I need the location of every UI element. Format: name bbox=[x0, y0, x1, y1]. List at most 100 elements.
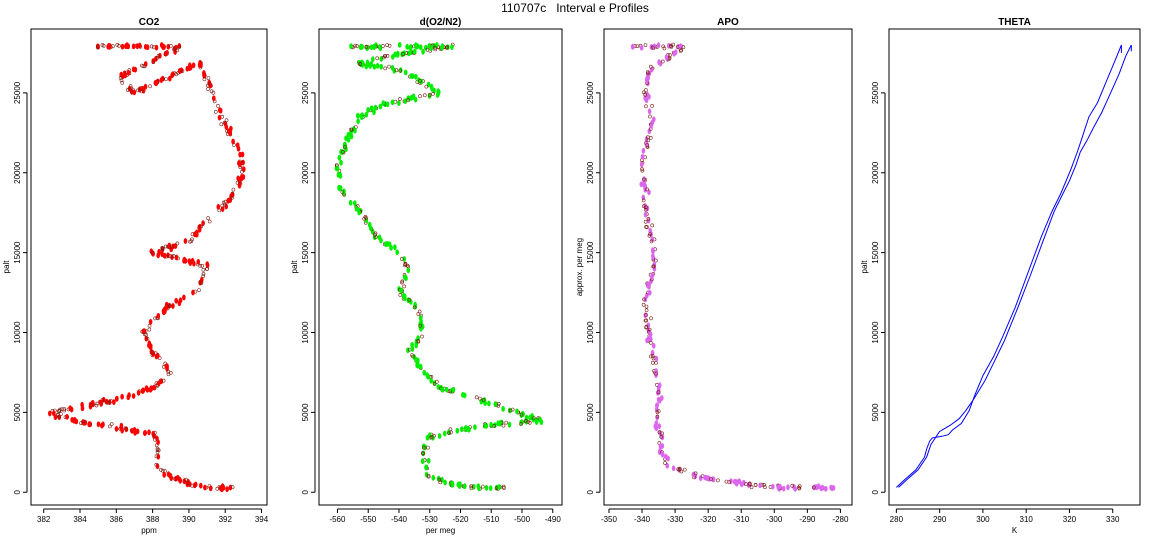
x-tick-label: 290 bbox=[933, 515, 947, 524]
data-point bbox=[646, 216, 651, 221]
data-point bbox=[646, 138, 651, 143]
data-point bbox=[402, 293, 407, 300]
data-point bbox=[749, 485, 754, 490]
data-point bbox=[656, 390, 661, 395]
data-point bbox=[654, 425, 659, 432]
data-point bbox=[399, 257, 404, 261]
data-point bbox=[776, 484, 781, 491]
data-point bbox=[155, 448, 160, 453]
data-point bbox=[212, 95, 216, 102]
data-point bbox=[429, 45, 434, 52]
chart-panel-1: d(O2/N2) -560 -550 -540 -530 -520 -510 -500 -490… bbox=[290, 17, 563, 535]
data-point bbox=[96, 421, 101, 428]
data-point bbox=[646, 75, 651, 81]
data-point bbox=[814, 484, 819, 491]
data-point bbox=[201, 267, 206, 272]
panel-title: THETA bbox=[998, 17, 1031, 28]
x-tick-label: 300 bbox=[976, 515, 990, 524]
data-point bbox=[143, 44, 148, 50]
data-layer bbox=[47, 42, 246, 493]
data-point bbox=[136, 88, 140, 93]
data-point bbox=[528, 414, 532, 421]
data-point bbox=[197, 288, 201, 293]
data-point bbox=[123, 72, 127, 79]
data-point bbox=[630, 43, 635, 50]
data-point bbox=[488, 485, 493, 491]
data-point bbox=[390, 99, 395, 106]
data-point bbox=[115, 395, 119, 402]
data-point bbox=[136, 389, 141, 396]
data-point bbox=[459, 426, 464, 433]
data-point bbox=[462, 392, 467, 399]
data-point bbox=[242, 166, 246, 173]
data-point bbox=[648, 64, 653, 69]
data-point bbox=[153, 316, 157, 321]
data-point bbox=[149, 385, 154, 392]
data-point bbox=[444, 386, 449, 393]
x-tick-label: 386 bbox=[110, 515, 124, 524]
data-point bbox=[151, 60, 156, 65]
y-tick-label: 5000 bbox=[871, 403, 880, 421]
data-point bbox=[443, 479, 447, 486]
data-point bbox=[403, 263, 407, 268]
data-point bbox=[68, 405, 72, 412]
data-point bbox=[131, 393, 136, 399]
data-point bbox=[403, 69, 408, 76]
data-point bbox=[651, 264, 656, 269]
data-point bbox=[644, 313, 649, 317]
data-point bbox=[225, 486, 229, 493]
data-point bbox=[473, 424, 477, 431]
x-tick-label: -510 bbox=[483, 515, 500, 524]
y-tick-label: 10000 bbox=[13, 321, 22, 344]
data-point bbox=[168, 75, 172, 82]
data-point bbox=[508, 408, 513, 413]
data-point bbox=[656, 42, 661, 49]
data-point bbox=[409, 44, 413, 50]
x-tick-label: 384 bbox=[73, 515, 87, 524]
data-point bbox=[132, 89, 137, 96]
y-tick-label: 10000 bbox=[586, 321, 595, 344]
data-point bbox=[648, 114, 652, 119]
y-tick-label: 5000 bbox=[13, 403, 22, 421]
data-point bbox=[149, 44, 154, 49]
data-point bbox=[109, 422, 114, 427]
data-point bbox=[449, 430, 453, 435]
data-point bbox=[823, 485, 828, 492]
data-point bbox=[666, 455, 670, 462]
data-point bbox=[385, 101, 390, 108]
data-point bbox=[235, 180, 240, 185]
data-point bbox=[424, 84, 429, 89]
data-point bbox=[418, 44, 423, 51]
x-tick-label: 390 bbox=[182, 515, 196, 524]
data-point bbox=[635, 44, 640, 49]
data-point bbox=[519, 412, 524, 417]
data-point bbox=[493, 401, 498, 407]
data-point bbox=[119, 71, 123, 78]
data-point bbox=[200, 276, 204, 283]
data-point bbox=[339, 159, 343, 166]
data-point bbox=[481, 397, 486, 402]
data-point bbox=[340, 149, 345, 154]
data-point bbox=[425, 372, 430, 379]
data-point bbox=[80, 401, 84, 408]
data-point bbox=[165, 50, 169, 56]
x-tick-label: -310 bbox=[733, 515, 750, 524]
data-point bbox=[387, 43, 392, 48]
y-tick-label: 25000 bbox=[13, 81, 22, 104]
data-point bbox=[424, 471, 429, 478]
x-tick-label: 382 bbox=[37, 515, 51, 524]
data-point bbox=[444, 45, 449, 50]
x-tick-label: 310 bbox=[1020, 515, 1034, 524]
data-point bbox=[411, 354, 415, 359]
data-point bbox=[152, 434, 157, 438]
data-point bbox=[711, 476, 715, 483]
y-tick-label: 15000 bbox=[13, 241, 22, 264]
y-tick-label: 0 bbox=[871, 489, 880, 494]
data-point bbox=[418, 363, 423, 370]
x-tick-label: -540 bbox=[391, 515, 408, 524]
y-tick-label: 20000 bbox=[871, 161, 880, 184]
data-point bbox=[349, 127, 354, 132]
data-point bbox=[393, 51, 398, 58]
data-point bbox=[355, 44, 359, 49]
